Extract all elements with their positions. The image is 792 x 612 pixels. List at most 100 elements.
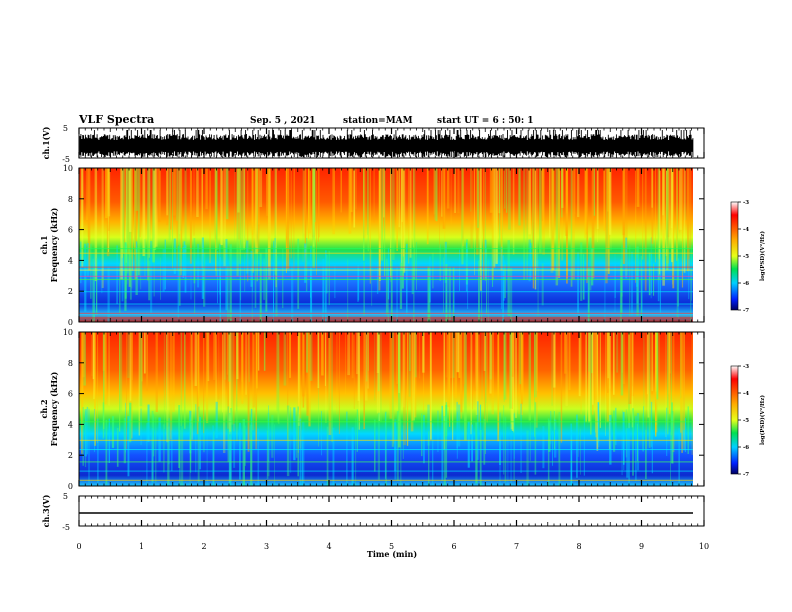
spectrogram-streak [475, 422, 478, 484]
spectrogram-streak [153, 168, 157, 250]
colorbar-tick-label: -7 [743, 472, 749, 478]
spectrogram-streak [278, 332, 280, 424]
spectrogram-streak [667, 332, 669, 435]
spectrogram-streak [273, 241, 274, 315]
spectrogram-streak [610, 168, 612, 251]
spectrogram-streak [135, 241, 138, 279]
spectrogram-streak [577, 252, 579, 315]
spectrogram-streak [662, 168, 664, 216]
spectrogram-streak [103, 332, 105, 438]
spectrogram-streak [86, 406, 89, 455]
spectrogram-streak [345, 332, 346, 395]
spectrogram-streak [507, 240, 510, 316]
spectrogram-streak [560, 332, 563, 443]
spectrogram-streak [377, 412, 380, 480]
spectrogram-streak [625, 409, 628, 458]
spectrogram-streak [483, 418, 486, 465]
spectrogram-streak [140, 332, 143, 382]
spectrogram-streak [529, 242, 532, 278]
spectrogram-streak [324, 332, 326, 386]
spectrogram-streak [394, 421, 397, 472]
spectrogram-streak [643, 406, 644, 452]
spectrogram-streak [492, 168, 496, 223]
spectrogram-streak [275, 256, 278, 317]
spectrogram-streak [613, 332, 615, 395]
spectrogram-streak [628, 332, 630, 429]
spectrogram-streak [146, 332, 148, 391]
spectrogram-streak [299, 332, 302, 449]
spectrogram-streak [252, 332, 254, 431]
spectrogram-streak [655, 168, 656, 263]
spectrogram-streak [346, 411, 348, 486]
spectrogram-streak [170, 430, 173, 472]
spectrogram-streak [227, 406, 230, 462]
spectrogram-streak [336, 332, 338, 415]
spectrogram-streak [227, 265, 229, 322]
spectrogram-streak [651, 168, 654, 244]
spectrogram-streak [326, 426, 329, 486]
spectrogram-streak [183, 241, 186, 276]
freq-tick-label: 4 [68, 256, 73, 265]
spectrogram-streak [548, 420, 551, 452]
spectrogram-streak [676, 168, 678, 261]
spectrogram-streak [416, 242, 417, 290]
spectrogram-streak [616, 332, 619, 373]
spectrogram-streak [177, 168, 181, 246]
spectrogram-streak [402, 332, 405, 408]
spectrogram-streak [138, 332, 141, 436]
spectrogram-streak [163, 424, 165, 473]
ch1-spectrogram-image [79, 168, 704, 322]
spectrogram-streak [607, 168, 609, 212]
spectrogram-streak [274, 238, 277, 271]
spectrogram-streak [429, 332, 432, 440]
spectrogram-streak [283, 332, 287, 386]
spectrogram-streak [657, 258, 660, 302]
spectrogram-streak [229, 431, 232, 486]
spectrogram-streak [290, 168, 292, 259]
spectrogram-streak [205, 168, 208, 210]
spectrogram-streak [356, 409, 358, 452]
spectrogram-streak [557, 168, 561, 278]
spectrogram-streak [220, 168, 223, 245]
spectrogram-streak [679, 168, 682, 230]
spectrogram-streak [453, 332, 455, 378]
spectrogram-streak [566, 168, 568, 284]
spectrogram-streak [259, 168, 263, 207]
spectrogram-streak [458, 332, 461, 378]
colorbar-tick-label: -3 [743, 364, 749, 370]
spectrogram-streak [131, 168, 133, 289]
spectrogram-streak [331, 332, 333, 442]
spectrogram-streak [461, 168, 464, 265]
spectrogram-streak [593, 168, 595, 216]
spectrogram-streak [395, 332, 398, 380]
spectrogram-streak [539, 168, 542, 253]
spectrogram-streak [412, 332, 415, 421]
spectrogram-streak [454, 168, 456, 213]
spectrogram-streak [172, 168, 173, 269]
spectrogram-streak [506, 168, 508, 213]
spectrogram-streak [614, 263, 616, 298]
spectrogram-streak [607, 332, 610, 379]
spectrogram-streak [302, 168, 304, 262]
spectrogram-streak [410, 332, 414, 432]
spectrogram-streak [225, 239, 228, 311]
spectrogram-streak [683, 168, 686, 273]
spectrogram-streak [389, 332, 393, 419]
spectrogram-streak [201, 168, 203, 269]
spectrogram-line [79, 266, 693, 268]
spectrogram-streak [196, 168, 199, 217]
spectrogram-line [79, 439, 693, 441]
spectrogram-streak [194, 261, 196, 314]
spectrogram-streak [549, 168, 551, 238]
spectrogram-streak [94, 267, 95, 322]
spectrogram-streak [332, 168, 335, 235]
spectrogram-streak [591, 332, 594, 405]
spectrogram-streak [433, 168, 436, 215]
spectrogram-streak [297, 332, 299, 453]
spectrogram-streak [499, 168, 501, 240]
spectrogram-streak [96, 332, 99, 443]
spectrogram-streak [302, 332, 305, 397]
spectrogram-streak [322, 258, 324, 322]
spectrogram-streak [500, 168, 503, 271]
spectrogram-streak [355, 418, 357, 486]
